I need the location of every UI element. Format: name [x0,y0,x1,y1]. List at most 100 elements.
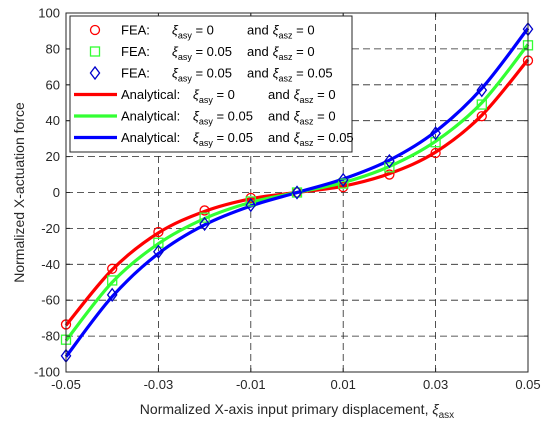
x-axis-label-text: Normalized X-axis input primary displace… [140,401,433,417]
fea-data-point-diamond [199,216,210,232]
y-tick-label: 0 [53,185,60,200]
y-axis-label: Normalized X-actuation force [11,102,27,283]
legend-symbol: ξ [172,23,179,38]
y-tick-label: 60 [46,77,60,92]
legend-subscript: asz [279,52,294,62]
x-tick-label: 0.05 [515,377,540,392]
legend-symbol: ξ [294,87,301,102]
fea-data-point-circle [384,169,395,180]
y-tick-label: -100 [34,365,60,380]
legend-symbol: ξ [193,87,200,102]
legend-subscript: asz [300,95,315,105]
legend-label: Analytical: ξasy = 0.05 and ξasz = 0.05 [121,130,354,148]
legend-label: FEA: ξasy = 0.05 and ξasz = 0.05 [121,66,333,84]
legend-marker-circle [89,24,101,36]
fea-data-point-circle [153,226,164,238]
legend-connector: and [247,44,269,59]
y-tick-label: 20 [46,149,60,164]
fea-data-point-diamond [476,83,488,98]
x-axis-label-symbol: ξ [432,401,439,417]
legend-subscript: asy [178,52,193,62]
y-tick-label: -80 [41,329,60,344]
fea-data-point-diamond [384,153,395,169]
fea-data-point-square [153,237,164,248]
legend-value: = 0.05 [293,66,333,81]
legend-symbol: ξ [193,130,200,145]
legend-entry: Analytical: ξasy = 0.05 and ξasz = 0 [74,109,336,127]
fea-data-point-circle [430,147,441,159]
legend-symbol: ξ [294,130,301,145]
legend-connector: and [247,66,269,81]
y-axis-ticks: -100 -80 -60 -40 -20 0 20 40 60 80 100 [34,6,528,380]
y-tick-label: 80 [46,41,60,56]
legend-connector: and [268,109,290,124]
legend-value: = 0 [314,109,336,124]
fea-data-point-circle [107,263,118,274]
fea-data-point-square [338,178,349,189]
legend-entry: FEA: ξasy = 0.05 and ξasz = 0.05 [89,66,333,84]
fea-data-point-square [430,137,441,148]
series-lines [64,27,530,358]
legend-subscript: asy [199,117,214,127]
x-tick-label: 0.03 [423,377,448,392]
analytical-series-line [64,27,530,358]
legend-prefix: FEA: [121,44,150,59]
fea-data-point-circle [199,205,210,216]
legend-entry: FEA: ξasy = 0 and ξasz = 0 [89,23,315,41]
legend-connector: and [268,87,290,102]
fea-data-point-diamond [153,244,164,259]
y-tick-label: -20 [41,221,60,236]
y-tick-label: -60 [41,293,60,308]
legend-subscript: asy [178,31,193,41]
legend-prefix: FEA: [121,66,150,81]
legend-symbol: ξ [172,44,179,59]
legend-value: = 0 [293,44,315,59]
legend-symbol: ξ [193,109,200,124]
fea-data-point-diamond [291,185,303,200]
legend-value: = 0 [293,23,315,38]
y-tick-label: 100 [38,6,60,21]
x-tick-label: -0.03 [144,377,174,392]
legend-subscript: asy [178,74,193,84]
legend-symbol: ξ [172,66,179,81]
legend-value: = 0.05 [213,130,253,145]
legend-box [69,15,353,153]
x-tick-label: -0.01 [236,377,266,392]
legend-entry: Analytical: ξasy = 0.05 and ξasz = 0.05 [74,130,354,148]
legend-value: = 0.05 [314,130,354,145]
legend-subscript: asz [279,31,294,41]
legend-entry: Analytical: ξasy = 0 and ξasz = 0 [74,87,336,105]
y-tick-label: 40 [46,113,60,128]
legend-subscript: asy [199,95,214,105]
legend-symbol: ξ [273,23,280,38]
fea-data-point-square [107,275,118,286]
legend-value: = 0.05 [192,66,232,81]
legend-symbol: ξ [273,44,280,59]
legend-label: FEA: ξasy = 0.05 and ξasz = 0 [121,44,315,62]
fea-data-point-diamond [430,126,441,141]
legend-value: = 0 [192,23,214,38]
x-tick-label: 0.01 [331,377,356,392]
legend-prefix: FEA: [121,23,150,38]
x-axis-label-subscript: asx [439,410,455,421]
legend-connector: and [247,23,269,38]
fea-data-point-diamond [106,287,118,302]
fea-data-point-square [245,196,256,207]
fea-data-point-square [384,162,395,173]
legend-label: Analytical: ξasy = 0.05 and ξasz = 0 [121,109,336,127]
legend-connector: and [268,130,290,145]
legend-value: = 0 [213,87,235,102]
x-axis-ticks: -0.05 -0.03 -0.01 0.01 0.03 0.05 [51,13,541,392]
fea-data-point-square [199,212,210,223]
legend-marker-square [89,46,101,57]
x-axis-label: Normalized X-axis input primary displace… [140,401,454,421]
legend-value: = 0.05 [213,109,253,124]
legend-prefix: Analytical: [121,87,180,102]
legend-symbol: ξ [273,66,280,81]
fea-data-point-diamond [337,172,349,188]
fea-data-point-diamond [245,197,257,213]
legend-value: = 0.05 [192,44,232,59]
legend-prefix: Analytical: [121,130,180,145]
